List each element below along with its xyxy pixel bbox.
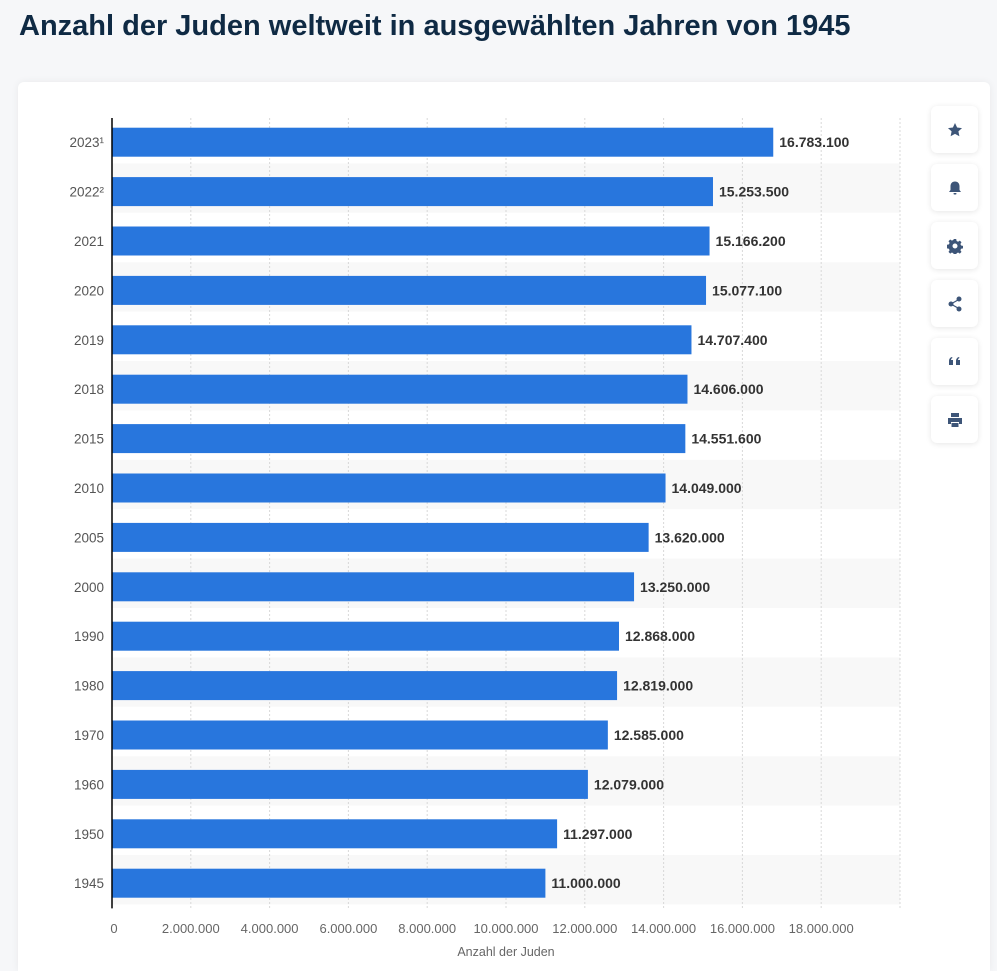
bar	[112, 325, 692, 355]
bar	[112, 226, 710, 256]
data-label: 14.606.000	[693, 381, 763, 397]
y-tick-label: 2019	[74, 333, 104, 348]
y-tick-label: 2000	[74, 580, 104, 595]
settings-button[interactable]	[931, 222, 978, 269]
y-tick-label: 1950	[74, 827, 104, 842]
data-label: 15.077.100	[712, 282, 782, 298]
notification-button[interactable]	[931, 164, 978, 211]
data-label: 15.166.200	[716, 233, 786, 249]
data-label: 11.000.000	[551, 875, 621, 891]
y-tick-label: 2005	[74, 530, 104, 545]
print-button[interactable]	[931, 396, 978, 443]
quote-icon	[948, 356, 960, 365]
bar	[112, 572, 635, 602]
y-tick-label: 1970	[74, 728, 104, 743]
bar	[112, 473, 666, 503]
data-label: 13.620.000	[655, 529, 725, 545]
bar	[112, 621, 619, 651]
data-label: 12.079.000	[594, 776, 664, 792]
data-label: 14.707.400	[697, 332, 767, 348]
data-label: 14.551.600	[691, 431, 761, 447]
x-tick-label: 14.000.000	[631, 921, 696, 936]
x-tick-label: 8.000.000	[398, 921, 456, 936]
y-tick-label: 2015	[74, 432, 104, 447]
page-title: Anzahl der Juden weltweit in ausgewählte…	[19, 10, 851, 42]
bar	[112, 424, 686, 454]
y-tick-label: 2022²	[69, 185, 104, 200]
bar	[112, 671, 618, 701]
x-tick-label: 4.000.000	[241, 921, 299, 936]
favorite-button[interactable]	[931, 106, 978, 153]
y-tick-label: 1945	[74, 876, 104, 891]
cite-button[interactable]	[931, 338, 978, 385]
data-label: 12.868.000	[625, 628, 695, 644]
share-icon	[948, 296, 961, 311]
x-tick-label: 6.000.000	[319, 921, 377, 936]
bar	[112, 868, 546, 898]
bar	[112, 819, 558, 849]
data-label: 15.253.500	[719, 184, 789, 200]
y-tick-label: 1990	[74, 629, 104, 644]
bar	[112, 720, 608, 750]
data-label: 12.819.000	[623, 678, 693, 694]
data-label: 13.250.000	[640, 579, 710, 595]
bar	[112, 127, 774, 157]
share-button[interactable]	[931, 280, 978, 327]
x-tick-label: 12.000.000	[552, 921, 617, 936]
data-label: 12.585.000	[614, 727, 684, 743]
star-icon	[947, 122, 962, 136]
bar	[112, 275, 707, 305]
print-icon	[947, 412, 962, 427]
y-tick-label: 2020	[74, 283, 104, 298]
x-tick-label: 10.000.000	[473, 921, 538, 936]
bell-icon	[948, 181, 961, 194]
y-tick-label: 2010	[74, 481, 104, 496]
gear-icon	[946, 238, 963, 254]
y-tick-label: 2018	[74, 382, 104, 397]
x-tick-label: 2.000.000	[162, 921, 220, 936]
bar	[112, 522, 649, 552]
data-label: 16.783.100	[779, 134, 849, 150]
bar	[112, 374, 688, 404]
bar	[112, 177, 713, 207]
y-tick-label: 1980	[74, 679, 104, 694]
x-tick-label: 18.000.000	[789, 921, 854, 936]
y-tick-label: 2021	[74, 234, 104, 249]
x-tick-label: 0	[110, 921, 117, 936]
y-tick-label: 2023¹	[69, 135, 104, 150]
chart-toolbar	[931, 106, 978, 454]
data-label: 11.297.000	[563, 826, 633, 842]
bar	[112, 769, 588, 799]
x-tick-label: 16.000.000	[710, 921, 775, 936]
data-label: 14.049.000	[672, 480, 742, 496]
y-tick-label: 1960	[74, 777, 104, 792]
x-axis-title: Anzahl der Juden	[457, 945, 554, 959]
